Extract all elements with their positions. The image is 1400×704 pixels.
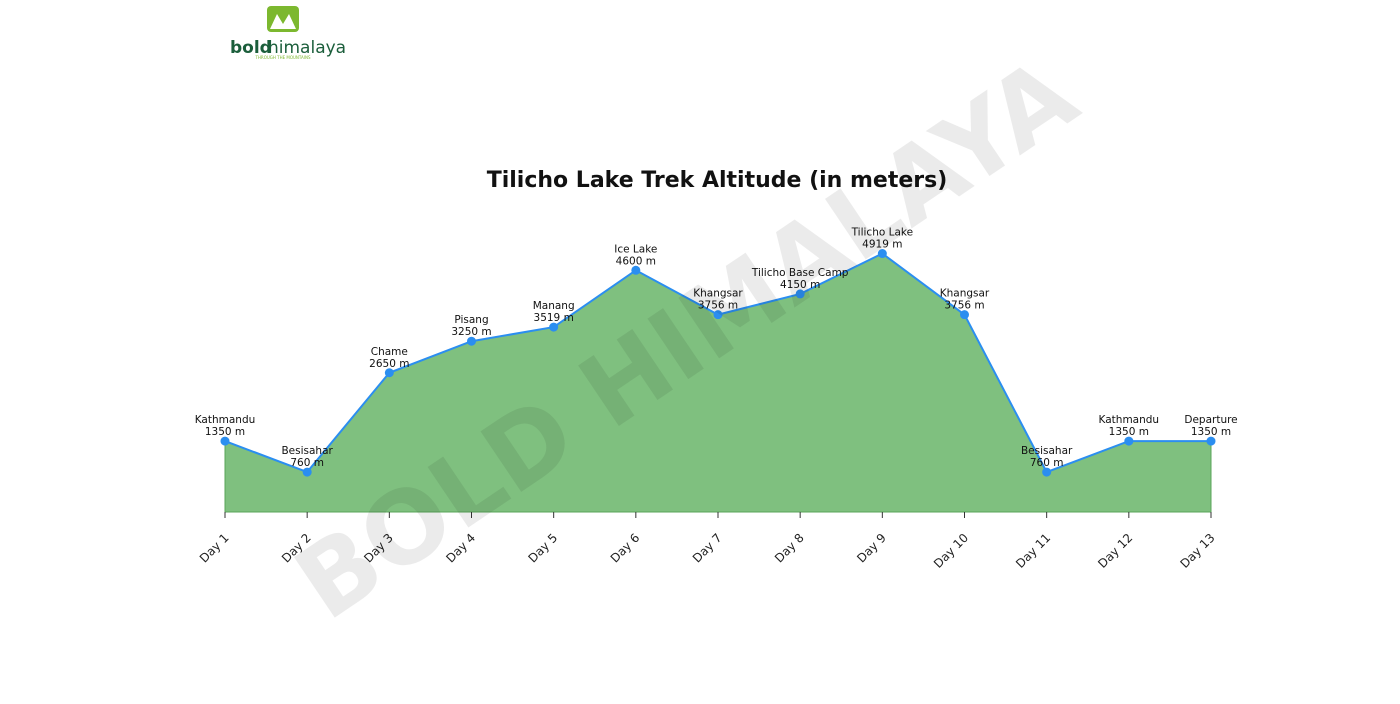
chart-title: Tilicho Lake Trek Altitude (in meters): [487, 168, 948, 193]
x-tick-label: Day 13: [1177, 531, 1217, 571]
point-label: Tilicho Lake: [851, 227, 913, 239]
point: [220, 436, 230, 446]
point: [795, 289, 805, 299]
x-tick-label: Day 8: [772, 531, 807, 566]
value-label: 4150 m: [780, 279, 820, 291]
logo: bold himalaya THROUGH THE MOUNTAINS: [230, 6, 346, 60]
point-label: Kathmandu: [1099, 414, 1160, 426]
x-tick-label: Day 7: [690, 531, 725, 566]
point-label: Ice Lake: [614, 243, 657, 255]
x-tick-label: Day 11: [1013, 531, 1053, 571]
x-tick-label: Day 6: [608, 531, 643, 566]
point: [1042, 467, 1052, 477]
point: [960, 310, 969, 320]
x-tick-label: Day 10: [931, 531, 971, 571]
value-label: 4919 m: [862, 239, 902, 251]
point: [631, 265, 641, 275]
value-label: 3250 m: [451, 326, 491, 338]
point: [1124, 436, 1134, 446]
x-tick-label: Day 9: [854, 531, 889, 566]
value-label: 2650 m: [369, 358, 409, 370]
x-tick-label: Day 12: [1095, 531, 1135, 571]
point: [877, 249, 887, 259]
point-label: Besisahar: [1021, 445, 1073, 457]
point-label: Pisang: [454, 314, 488, 326]
x-tick-label: Day 5: [526, 531, 561, 566]
point-label: Khangsar: [940, 288, 990, 300]
logo-tagline: THROUGH THE MOUNTAINS: [254, 55, 310, 60]
point-label: Kathmandu: [195, 414, 256, 426]
point-label: Chame: [371, 346, 408, 358]
point: [713, 310, 723, 320]
value-label: 3756 m: [698, 300, 738, 312]
x-tick-label: Day 1: [197, 531, 232, 566]
point-label: Tilicho Base Camp: [751, 267, 849, 279]
point-label: Manang: [533, 300, 575, 312]
point: [467, 336, 476, 346]
point: [302, 467, 312, 477]
logo-mountains: [270, 14, 296, 29]
point: [1206, 436, 1216, 446]
point-label: Besisahar: [281, 445, 333, 457]
logo-word: bold: [230, 38, 272, 58]
value-label: 1350 m: [1191, 426, 1231, 438]
value-label: 1350 m: [1109, 426, 1149, 438]
value-label: 3519 m: [534, 312, 574, 324]
point: [384, 368, 394, 378]
point: [549, 322, 559, 332]
value-label: 4600 m: [616, 255, 656, 267]
logo-word: himalaya: [268, 38, 346, 58]
value-label: 1350 m: [205, 426, 245, 438]
point-label: Khangsar: [693, 288, 743, 300]
value-label: 760 m: [290, 457, 324, 469]
value-label: 760 m: [1030, 457, 1064, 469]
point-label: Departure: [1184, 414, 1237, 426]
value-label: 3756 m: [944, 300, 984, 312]
